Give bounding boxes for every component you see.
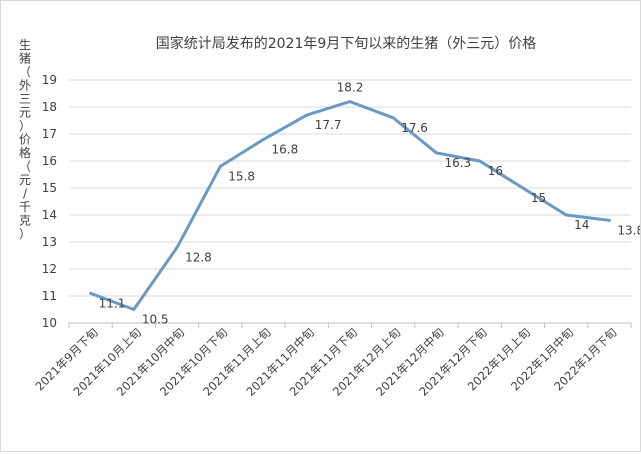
data-label: 11.1 bbox=[99, 296, 126, 310]
y-label-char: 三 bbox=[19, 92, 31, 106]
y-tick-label: 19 bbox=[42, 73, 57, 87]
y-tick-label: 11 bbox=[42, 289, 57, 303]
y-label-char: （ bbox=[19, 160, 31, 174]
data-label: 16 bbox=[488, 164, 503, 178]
y-label-char: 克 bbox=[19, 214, 31, 228]
data-labels: 11.1 10.5 12.8 15.8 16.8 17.7 18.2 17.6 16.3 16 15… bbox=[99, 81, 641, 327]
y-label-char: 千 bbox=[19, 200, 31, 214]
series-line-path bbox=[89, 100, 611, 311]
y-label-char: 生 bbox=[19, 38, 31, 52]
data-label: 16.8 bbox=[272, 142, 299, 156]
y-label-char: 格 bbox=[19, 145, 31, 160]
y-label-char: 外 bbox=[19, 79, 31, 93]
x-tick-labels: 2021年9月下旬2021年10月上旬2021年10月中旬2021年10月下旬2… bbox=[32, 323, 632, 399]
y-tick-label: 18 bbox=[42, 100, 57, 114]
y-label-char: 价 bbox=[19, 133, 31, 147]
data-label: 16.3 bbox=[444, 156, 471, 170]
y-tick-label: 12 bbox=[42, 262, 57, 276]
y-tick-label: 14 bbox=[42, 208, 57, 222]
data-label: 18.2 bbox=[337, 81, 364, 95]
data-label: 10.5 bbox=[142, 313, 169, 327]
y-label-char: 元 bbox=[19, 173, 31, 187]
y-axis-label: 生猪（外三元）价格（元/千克） bbox=[19, 38, 31, 241]
data-label: 15.8 bbox=[228, 169, 255, 183]
y-label-char: （ bbox=[19, 65, 31, 79]
y-label-char: ） bbox=[19, 119, 31, 133]
data-label: 15 bbox=[531, 191, 546, 205]
y-label-char: ） bbox=[19, 227, 31, 241]
data-label: 12.8 bbox=[185, 250, 212, 264]
data-label: 13.8 bbox=[617, 223, 640, 237]
y-tick-label: 10 bbox=[42, 316, 57, 330]
y-tick-label: 13 bbox=[42, 235, 57, 249]
y-label-char: / bbox=[23, 187, 28, 201]
chart-title: 国家统计局发布的2021年9月下旬以来的生猪（外三元）价格 bbox=[156, 35, 537, 52]
y-label-char: 猪 bbox=[19, 52, 31, 66]
y-tick-label: 16 bbox=[42, 154, 57, 168]
series-line bbox=[89, 100, 611, 311]
y-tick-labels: 10 11 12 13 14 15 16 17 18 19 bbox=[42, 73, 57, 330]
y-label-char: 元 bbox=[19, 106, 31, 120]
y-tick-label: 17 bbox=[42, 127, 57, 141]
data-label: 17.7 bbox=[315, 118, 342, 132]
y-tick-label: 15 bbox=[42, 181, 57, 195]
data-label: 17.6 bbox=[401, 121, 428, 135]
data-label: 14 bbox=[574, 218, 589, 232]
